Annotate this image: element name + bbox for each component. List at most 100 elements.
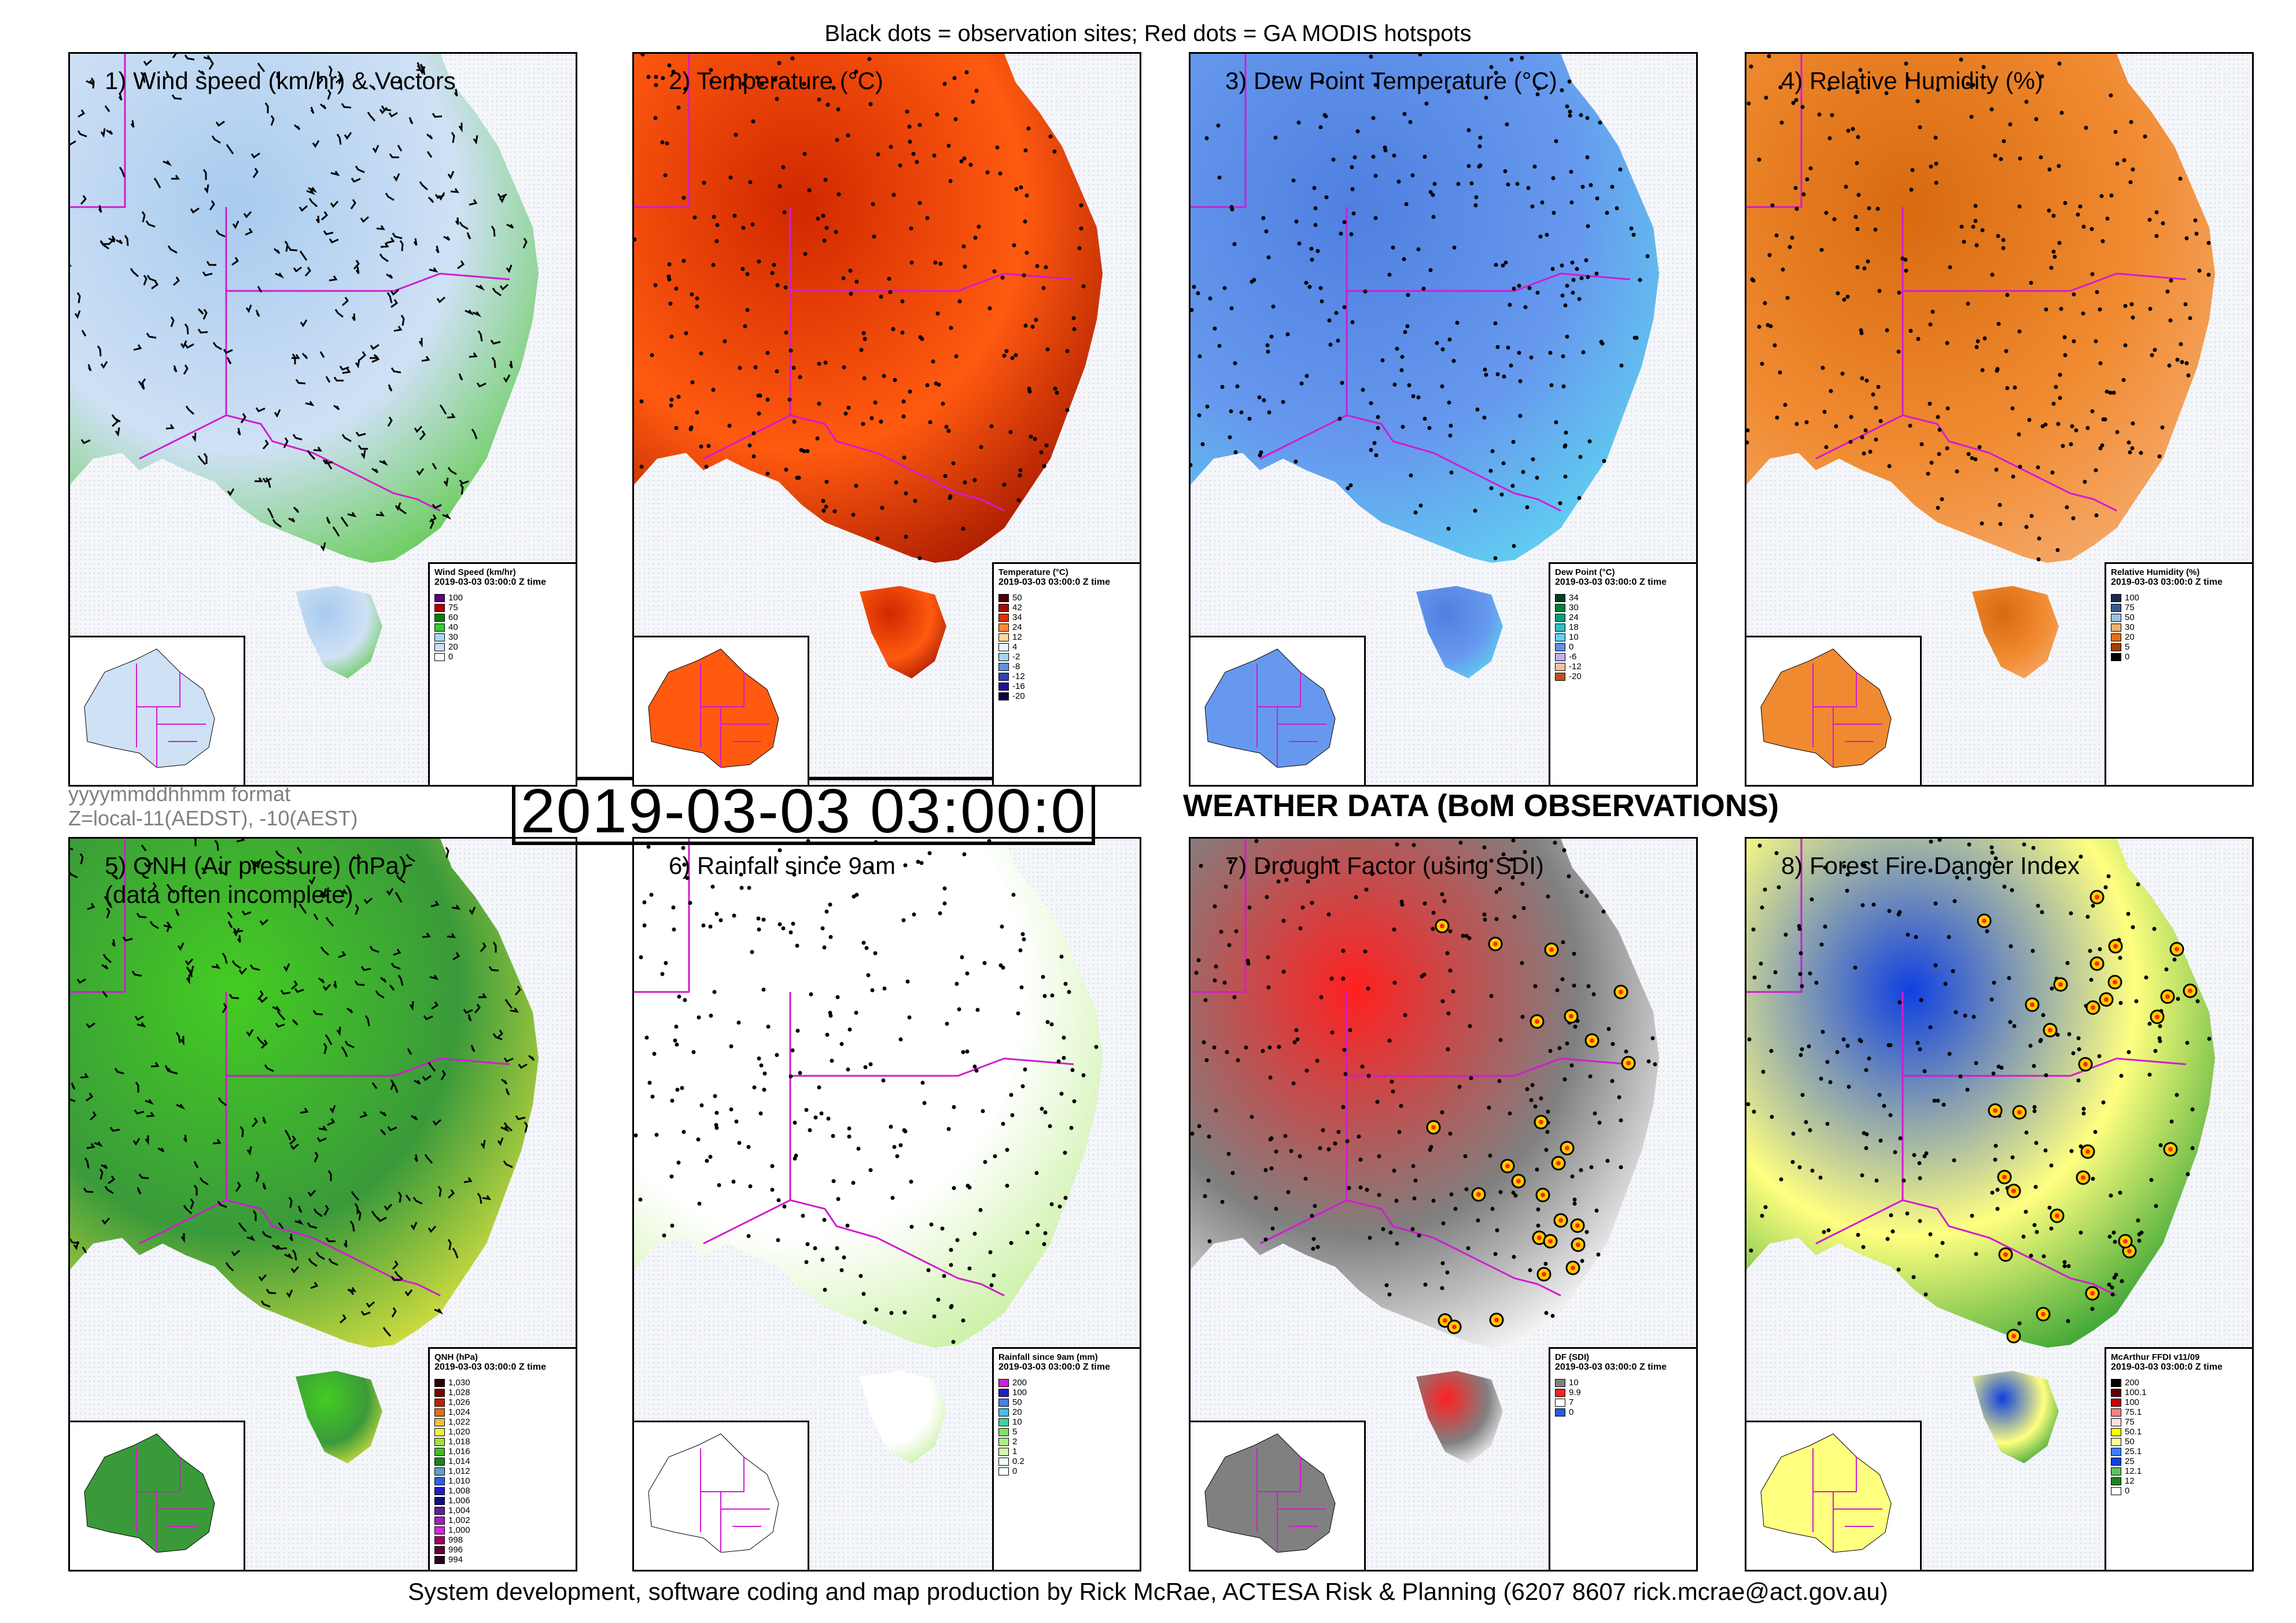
legend-swatch [434,1408,445,1417]
legend-label: 5 [2125,642,2130,652]
legend-item: 75 [2111,1417,2247,1427]
legend-label: 7 [1569,1397,1574,1407]
legend-item: 30 [2111,622,2247,632]
legend-title: Dew Point (°C) [1555,567,1615,577]
legend-swatch [998,662,1009,671]
legend-item: 18 [1555,622,1691,632]
legend-swatch [998,672,1009,681]
legend-item: 50 [2111,1437,2247,1447]
australia-inset-map [634,636,809,785]
legend-label: 1,018 [448,1437,470,1447]
tasmania [1972,1371,2059,1463]
legend-item: 0 [434,652,571,662]
legend-item: 5 [998,1427,1135,1437]
legend-label: 0 [2125,1486,2130,1496]
legend-swatch [434,1526,445,1535]
legend-swatch [2111,1408,2121,1417]
legend-label: 100 [2125,1397,2140,1407]
legend-item: 1,020 [434,1427,571,1437]
legend-swatch [998,1427,1009,1436]
legend-label: 4 [1012,642,1018,652]
map-panel-8: 8) Forest Fire Danger Index McArthur FFDI… [1745,837,2254,1572]
legend-swatch [998,1378,1009,1387]
legend-swatch [434,1516,445,1525]
legend-item: 1,014 [434,1456,571,1466]
legend-item: 1,018 [434,1437,571,1447]
state-borders [1746,839,2187,1297]
legend-item: 60 [434,613,571,622]
observation-sites [1191,839,1657,1334]
legend-swatch [1555,1388,1565,1397]
legend-label: 42 [1012,603,1022,613]
legend-label: 1,022 [448,1417,470,1427]
legend-label: 24 [1569,613,1579,622]
australia-inset-map [70,1421,245,1570]
legend-item: 24 [1555,613,1691,622]
legend-swatch [998,643,1009,651]
observation-sites [634,54,1086,560]
legend-swatch [1555,603,1565,612]
legend-swatch [1555,643,1565,651]
legend-label: 1,012 [448,1466,470,1476]
legend-item: 0 [2111,652,2247,662]
legend-subtitle: 2019-03-03 03:00:0 Z time [2111,1362,2223,1372]
observation-sites [1746,839,2212,1344]
legend-item: 10 [1555,1378,1691,1388]
legend-item: 25.1 [2111,1447,2247,1456]
legend-label: 10 [1569,632,1579,642]
legend-swatch [2111,643,2121,651]
legend-label: 25.1 [2125,1447,2142,1456]
legend-swatch [434,613,445,622]
legend-label: 0 [1012,1466,1018,1476]
legend-label: 1,014 [448,1456,470,1466]
legend-label: 30 [448,632,458,642]
legend-swatch [434,1437,445,1446]
legend-subtitle: 2019-03-03 03:00:0 Z time [998,1362,1110,1372]
state-borders [634,54,1074,512]
legend-item: 50.1 [2111,1427,2247,1437]
legend-swatch [998,1398,1009,1407]
legend-item: 9.9 [1555,1388,1691,1397]
top-caption: Black dots = observation sites; Red dots… [824,21,1472,46]
tasmania [1972,586,2059,678]
legend-item: 1,010 [434,1476,571,1486]
legend-item: 0 [1555,642,1691,652]
legend-item: 50 [998,593,1135,603]
legend-label: 0.2 [1012,1456,1024,1466]
legend-swatch [1555,652,1565,661]
observation-sites [70,54,528,552]
legend-swatch [434,1398,445,1407]
legend-swatch [2111,603,2121,612]
legend-title: DF (SDI) [1555,1352,1590,1362]
legend-subtitle: 2019-03-03 03:00:0 Z time [1555,577,1667,587]
legend-swatch [434,1486,445,1495]
legend-item: 100 [998,1388,1135,1397]
legend-title: Rainfall since 9am (mm) [998,1352,1098,1362]
legend-subtitle: 2019-03-03 03:00:0 Z time [2111,577,2223,587]
legend-item: 1,028 [434,1388,571,1397]
legend-label: -20 [1012,691,1025,701]
legend-item: -12 [1555,662,1691,672]
legend-label: 1,000 [448,1525,470,1535]
legend-swatch [998,682,1009,691]
tasmania [296,586,382,678]
legend-item: 994 [434,1555,571,1565]
legend-swatch [1555,633,1565,641]
legend-item: 5 [2111,642,2247,652]
legend-label: 1,030 [448,1378,470,1388]
panel-title: 8) Forest Fire Danger Index [1781,852,2080,879]
legend-swatch [998,1388,1009,1397]
legend-label: 20 [448,642,458,652]
panel-title: 5) QNH (Air pressure) (hPa) (data often … [105,852,407,908]
australia-inset-map [1746,636,1922,785]
legend-label: 1,008 [448,1486,470,1496]
australia-inset-map [1746,1421,1922,1570]
state-borders [1746,54,2187,512]
tasmania [1416,1371,1503,1463]
legend-swatch [2111,1398,2121,1407]
legend: Temperature (°C) 2019-03-03 03:00:0 Z tim… [992,562,1140,785]
legend-item: 30 [1555,603,1691,613]
legend-item: 75 [434,603,571,613]
legend-swatch [998,1418,1009,1426]
legend-item: 1,004 [434,1506,571,1515]
